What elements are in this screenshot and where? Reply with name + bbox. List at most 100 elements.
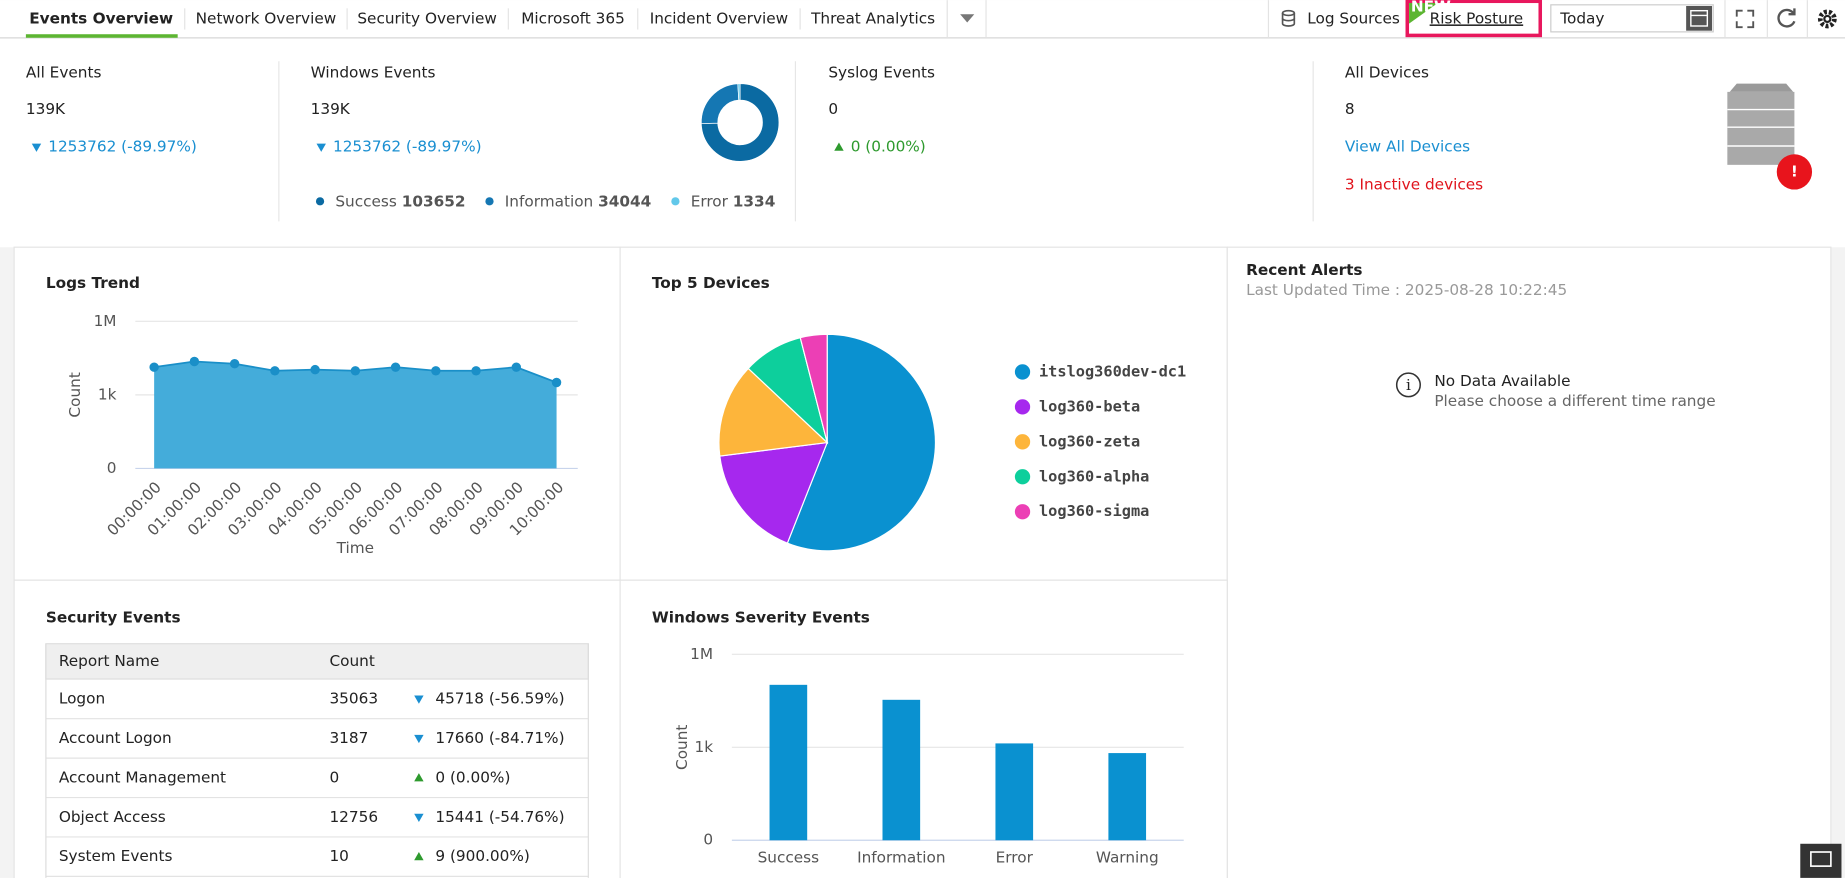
legend-dot xyxy=(671,197,680,206)
kpi-label: All Devices xyxy=(1345,64,1429,82)
svg-text:i: i xyxy=(1406,376,1411,394)
legend-dot[interactable] xyxy=(1014,469,1031,485)
legend-name: Information xyxy=(505,192,593,210)
y-tick-label: 0 xyxy=(107,459,117,477)
security-events-title: Security Events xyxy=(46,608,181,626)
active-tab-underline xyxy=(25,34,178,38)
legend-dot[interactable] xyxy=(1014,434,1031,450)
legend-entry: Information 34044 xyxy=(505,192,652,210)
legend-label[interactable]: itslog360dev-dc1 xyxy=(1039,362,1186,380)
chart-title: Logs Trend xyxy=(46,274,140,292)
tab[interactable]: Threat Analytics xyxy=(810,9,935,27)
pie-slice xyxy=(799,333,828,443)
change: 15441 (-54.76%) xyxy=(435,808,564,826)
x-tick-label: Warning xyxy=(1096,848,1159,866)
fullscreen-icon[interactable] xyxy=(1735,9,1755,29)
point xyxy=(189,356,200,367)
no-data-hint: Please choose a different time range xyxy=(1434,392,1715,410)
date-range[interactable]: Today xyxy=(1559,9,1604,27)
tab[interactable]: Security Overview xyxy=(357,9,497,27)
panels xyxy=(13,246,1832,878)
y-axis-label: Count xyxy=(66,372,84,417)
chat-button[interactable] xyxy=(1800,843,1842,878)
legend-count: 103652 xyxy=(402,192,466,210)
legend-name: Error xyxy=(691,192,729,210)
x-tick-label: Information xyxy=(857,848,945,866)
new-badge xyxy=(1409,3,1438,24)
count: 3187 xyxy=(329,729,368,747)
count: 0 xyxy=(329,768,339,786)
change: 17660 (-84.71%) xyxy=(435,729,564,747)
log-sources[interactable]: Log Sources xyxy=(1307,9,1400,27)
legend-label[interactable]: log360-beta xyxy=(1039,397,1140,415)
risk-posture[interactable]: Risk Posture xyxy=(1430,9,1524,27)
legend-name: Success xyxy=(335,192,397,210)
down-arrow xyxy=(414,695,424,704)
down-arrow xyxy=(316,143,326,152)
kpi-dividers xyxy=(278,61,1314,222)
legend-label[interactable]: log360-alpha xyxy=(1039,467,1149,485)
kpi-change: 0 (0.00%) xyxy=(851,138,926,156)
legend-dot[interactable] xyxy=(1014,399,1031,415)
down-arrow xyxy=(414,734,424,744)
refresh-icon[interactable] xyxy=(1777,8,1796,28)
change: 9 (900.00%) xyxy=(435,847,530,865)
tab-separators xyxy=(184,0,1808,38)
recent-alerts-title: Recent Alerts xyxy=(1246,261,1362,279)
count: 12756 xyxy=(329,808,378,826)
bar xyxy=(769,684,808,841)
pie-slice xyxy=(719,441,829,544)
y-tick-label: 1M xyxy=(690,645,713,663)
column-header: Count xyxy=(329,652,374,670)
tab[interactable]: Microsoft 365 xyxy=(521,9,625,27)
kpi-change: 1253762 (-89.97%) xyxy=(48,138,197,156)
calendar-button[interactable] xyxy=(1686,5,1713,31)
bar xyxy=(1108,753,1147,841)
legend-entry: Success 103652 xyxy=(335,192,465,210)
point xyxy=(310,364,320,375)
up-arrow xyxy=(414,852,424,861)
inactive-devices[interactable]: 3 Inactive devices xyxy=(1345,175,1483,193)
chart-title: Windows Severity Events xyxy=(652,608,870,626)
more-tabs-caret[interactable] xyxy=(960,14,975,23)
report-name: Object Access xyxy=(59,808,166,826)
count: 10 xyxy=(329,847,348,865)
kpi-value: 139K xyxy=(311,100,351,118)
tab[interactable]: Events Overview xyxy=(29,9,173,27)
legend-dot xyxy=(485,197,494,206)
view-all-devices[interactable]: View All Devices xyxy=(1345,138,1470,156)
report-name: Account Management xyxy=(59,768,226,786)
y-tick-label: 1M xyxy=(94,312,117,330)
x-tick-label: Error xyxy=(996,848,1034,866)
y-tick-label: 0 xyxy=(703,831,713,849)
tab[interactable]: Network Overview xyxy=(196,9,337,27)
bar xyxy=(995,743,1034,841)
down-arrow xyxy=(31,143,42,152)
change: 45718 (-56.59%) xyxy=(435,690,564,708)
point xyxy=(229,358,240,369)
legend-dot xyxy=(315,197,325,206)
kpi-strip xyxy=(0,38,1845,248)
kpi-label: Windows Events xyxy=(311,64,436,82)
x-tick-label: Success xyxy=(758,848,820,866)
svg-text:!: ! xyxy=(1791,162,1798,180)
legend-dot[interactable] xyxy=(1014,504,1031,520)
legend-label[interactable]: log360-sigma xyxy=(1039,502,1149,520)
report-name: System Events xyxy=(59,847,173,865)
x-axis-label: Time xyxy=(336,539,374,557)
info-icon: i xyxy=(1395,372,1421,398)
last-updated: Last Updated Time : 2025-08-28 10:22:45 xyxy=(1246,281,1567,299)
calendar-icon xyxy=(1690,9,1709,27)
y-axis-label: Count xyxy=(673,725,691,770)
up-arrow xyxy=(414,773,424,782)
legend-dot[interactable] xyxy=(1014,364,1031,380)
pie-slice xyxy=(718,367,829,457)
point xyxy=(431,366,441,376)
tab[interactable]: Incident Overview xyxy=(650,9,788,27)
point xyxy=(270,366,280,376)
no-data-title: No Data Available xyxy=(1434,372,1570,390)
legend-label[interactable]: log360-zeta xyxy=(1039,432,1140,450)
kpi-label: All Events xyxy=(26,64,102,82)
change: 0 (0.00%) xyxy=(435,768,510,786)
